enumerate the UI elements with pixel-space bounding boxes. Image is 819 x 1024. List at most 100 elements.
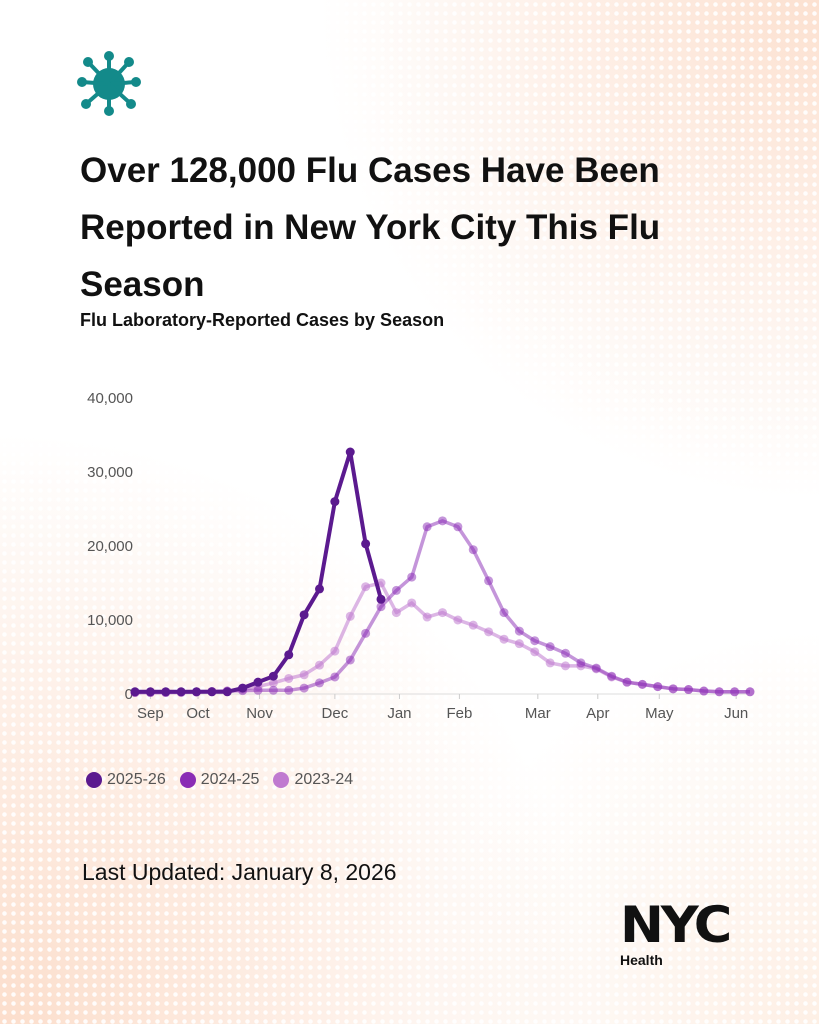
series-2025-26-point <box>222 687 232 697</box>
series-2024-25-point <box>345 655 355 665</box>
series-2023-24-point <box>284 673 294 683</box>
legend-label: 2024-25 <box>200 771 260 788</box>
series-2023-24-point <box>453 615 463 625</box>
last-updated: Last Updated: January 8, 2026 <box>82 859 397 885</box>
series-2025-26-point <box>315 584 324 594</box>
x-tick-label: May <box>645 705 674 722</box>
series-2024-25-point <box>622 677 632 687</box>
x-tick-label: Apr <box>586 705 609 722</box>
series-2023-24-point <box>361 582 371 592</box>
series-2025-26-point <box>284 650 294 660</box>
series-2023-24-point <box>561 661 570 671</box>
x-tick-label: Oct <box>186 705 210 722</box>
y-tick-label: 0 <box>125 686 133 703</box>
x-tick-label: Feb <box>446 705 472 722</box>
legend-dot <box>86 772 102 788</box>
series-2023-24-point <box>315 660 324 670</box>
series-2023-24-point <box>407 598 417 608</box>
series-2024-25-point <box>576 658 586 668</box>
series-2023-24-point <box>268 678 278 688</box>
series-2025-26-point <box>361 539 371 549</box>
series-2024-25-line <box>135 519 750 695</box>
series-2025-26-point <box>299 610 309 620</box>
series-2024-25-point <box>391 585 401 595</box>
series-2024-25-point <box>684 685 693 695</box>
series-2025-26-point <box>176 687 186 697</box>
series-2023-24-point <box>438 608 447 618</box>
series-2024-25-point <box>545 642 555 652</box>
legend-item: 2024-25 <box>179 771 260 789</box>
series-2024-25-point <box>514 626 524 636</box>
series-2023-24-point <box>499 634 509 644</box>
line-chart: 0 10,000 20,000 30,000 40,000 Sep Oct Nov Dec Jan… <box>87 390 755 722</box>
x-tick-label: Sep <box>137 705 164 722</box>
series-2024-25-point <box>499 608 509 618</box>
series-2025-26-point <box>253 677 263 687</box>
series-2024-25-point <box>330 672 340 682</box>
y-tick-label: 20,000 <box>87 538 133 555</box>
x-tick-label: Jan <box>387 705 411 722</box>
chart-subtitle: Flu Laboratory-Reported Cases by Season <box>80 310 445 330</box>
series-2024-25-point <box>561 648 570 658</box>
series-2024-25-point <box>453 522 463 532</box>
y-tick-label: 10,000 <box>87 612 133 629</box>
series-2023-24-point <box>345 611 355 621</box>
legend-label: 2023-24 <box>294 771 354 788</box>
series-2024-25-point <box>253 685 263 695</box>
series-2024-25-point <box>591 663 601 673</box>
nyc-health-logo: NYC Health <box>620 900 732 968</box>
y-tick-label: 30,000 <box>87 464 133 481</box>
chart-legend: 2025-26 2024-25 2023-24 <box>86 771 353 789</box>
series-2024-25-point <box>407 572 417 582</box>
page-title: Over 128,000 Flu Cases Have Been Reporte… <box>80 151 661 304</box>
series-2024-25-point <box>438 516 447 526</box>
series-2024-25-point <box>668 684 678 694</box>
series-2024-25-point <box>730 687 740 697</box>
series-2024-25-point <box>745 687 755 697</box>
series-2025-26-point <box>130 687 140 697</box>
series-2025-26-point <box>161 687 171 697</box>
series-2024-25-point <box>530 636 540 646</box>
series-2024-25-point <box>268 685 278 695</box>
series-2025-26-point <box>192 687 201 697</box>
series-2024-25-point <box>484 576 494 586</box>
series-2024-25-point <box>299 683 309 693</box>
series-2025-26-point <box>207 687 217 697</box>
logo-text: NYC <box>620 896 732 954</box>
legend-dot <box>273 772 290 788</box>
logo-subtext: Health <box>620 952 663 968</box>
series-2025-26-point <box>376 594 386 604</box>
series-2025-26-line <box>135 450 383 694</box>
series-2024-25-point <box>653 682 663 692</box>
series-2024-25-point <box>714 687 724 697</box>
series-2023-24-point <box>299 670 309 680</box>
x-tick-label: Dec <box>322 705 349 722</box>
series-2024-25-point <box>284 685 294 695</box>
x-tick-label: Jun <box>724 705 748 722</box>
series-2024-25-point <box>315 678 324 688</box>
legend-item: 2025-26 <box>86 771 166 789</box>
series-2025-26-point <box>145 687 155 697</box>
virus-icon <box>77 51 141 116</box>
y-tick-label: 40,000 <box>87 390 133 407</box>
series-2023-24-point <box>514 639 524 649</box>
series-2025-26-point <box>345 447 355 457</box>
series-2023-24-line <box>135 581 750 695</box>
series-2024-25-point <box>637 679 647 689</box>
series-2023-24-point <box>468 620 478 630</box>
series-2024-25-point <box>422 522 432 532</box>
series-2024-25-point <box>699 686 709 696</box>
series-2023-24-point <box>391 608 401 618</box>
legend-dot <box>179 772 196 788</box>
series-2025-26-point <box>268 671 278 681</box>
series-2024-25-point <box>376 602 386 612</box>
series-2025-26-point <box>330 497 340 507</box>
legend-item: 2023-24 <box>273 771 353 789</box>
series-2023-24-point <box>484 627 494 637</box>
series-2025-26-point <box>238 683 248 693</box>
series-2024-25-point <box>607 671 617 681</box>
series-2024-25-point <box>468 545 478 555</box>
series-2023-24-point <box>330 646 340 656</box>
series-2023-24-point <box>530 647 540 657</box>
